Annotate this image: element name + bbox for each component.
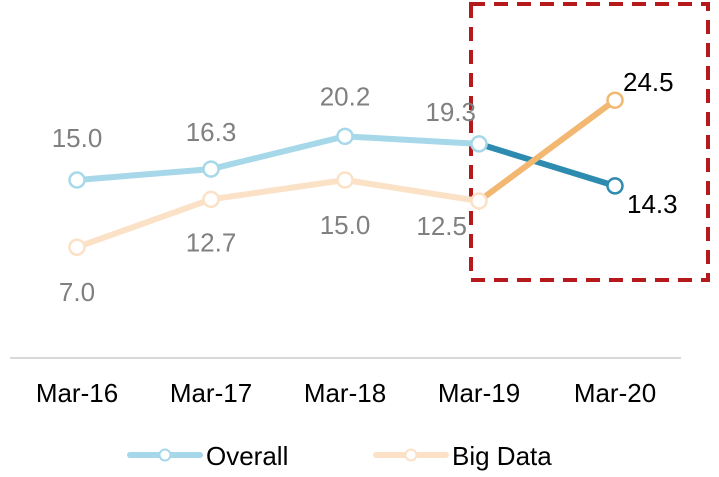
overall-point: [336, 127, 354, 146]
overall-data-label: 19.3: [425, 97, 476, 127]
big-data-data-label: 15.0: [320, 210, 371, 240]
x-tick-label: Mar-18: [304, 378, 386, 408]
x-tick-label: Mar-19: [438, 378, 520, 408]
legend-overall-label: Overall: [206, 441, 288, 471]
overall-point: [202, 160, 220, 178]
big-data-line-segment: [476, 97, 618, 204]
big-data-point: [68, 238, 86, 256]
legend-overall-marker: [158, 448, 172, 462]
overall-point: [606, 177, 624, 195]
x-tick-label: Mar-20: [574, 378, 656, 408]
overall-line-segment: [342, 133, 482, 147]
legend: Overall Big Data: [127, 441, 552, 471]
overall-line-segment: [74, 166, 214, 183]
overall-data-label: 15.0: [52, 123, 103, 153]
big-data-point: [336, 171, 354, 189]
x-tick-label: Mar-17: [170, 378, 252, 408]
big-data-line-segment: [208, 177, 348, 203]
overall-data-label: 14.3: [627, 189, 678, 219]
big-data-data-label: 12.7: [186, 227, 237, 257]
overall-data-label: 16.3: [186, 117, 237, 147]
legend-big-data-label: Big Data: [452, 441, 552, 471]
big-data-point: [470, 192, 488, 210]
overall-line-segment: [476, 140, 618, 189]
big-data-line-segment: [74, 196, 214, 251]
big-data-data-label: 7.0: [59, 277, 95, 307]
big-data-line-segment: [342, 177, 482, 204]
overall-point: [68, 171, 86, 189]
legend-big-data-marker: [404, 448, 418, 462]
big-data-point: [202, 190, 220, 209]
x-tick-label: Mar-16: [36, 378, 118, 408]
big-data-point: [606, 91, 624, 109]
highlight-box: [469, 2, 710, 282]
big-data-data-label: 24.5: [623, 67, 674, 97]
overall-line-segment: [208, 133, 348, 173]
overall-data-label: 20.2: [320, 81, 371, 111]
overall-point: [470, 135, 488, 153]
big-data-data-label: 12.5: [416, 211, 467, 241]
